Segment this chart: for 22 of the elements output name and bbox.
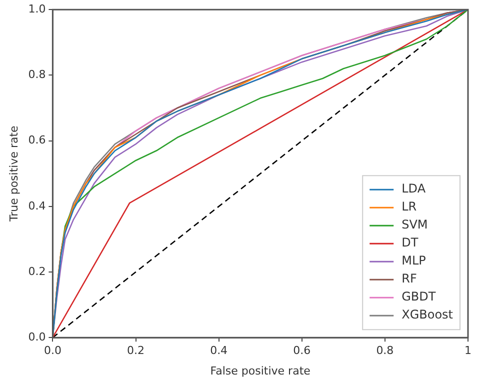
x-tick-label: 0.0 (44, 344, 62, 358)
legend-label: LR (402, 200, 417, 214)
y-tick-label: 0.2 (28, 264, 46, 278)
legend-label: SVM (402, 218, 428, 232)
x-tick-label: 0.4 (210, 344, 228, 358)
x-axis-title: False positive rate (210, 364, 311, 378)
x-tick-label: 0.6 (293, 344, 311, 358)
y-tick-label: 0.4 (28, 199, 46, 212)
legend-label: LDA (402, 182, 426, 196)
y-tick-label: 1.0 (28, 2, 46, 16)
y-tick-label: 0.6 (28, 134, 46, 147)
legend-label: MLP (402, 254, 426, 268)
legend-label: GBDT (402, 290, 436, 304)
legend-label: RF (402, 272, 417, 286)
y-tick-label: 0.8 (28, 68, 46, 82)
x-tick-label: 1 (464, 344, 472, 358)
y-axis-title: True positive rate (7, 125, 20, 223)
x-tick-label: 0.2 (127, 344, 145, 358)
y-tick-label: 0.0 (28, 330, 46, 344)
legend-label: DT (402, 236, 419, 250)
x-tick-label: 0.8 (376, 344, 394, 358)
legend-label: XGBoost (402, 308, 454, 322)
